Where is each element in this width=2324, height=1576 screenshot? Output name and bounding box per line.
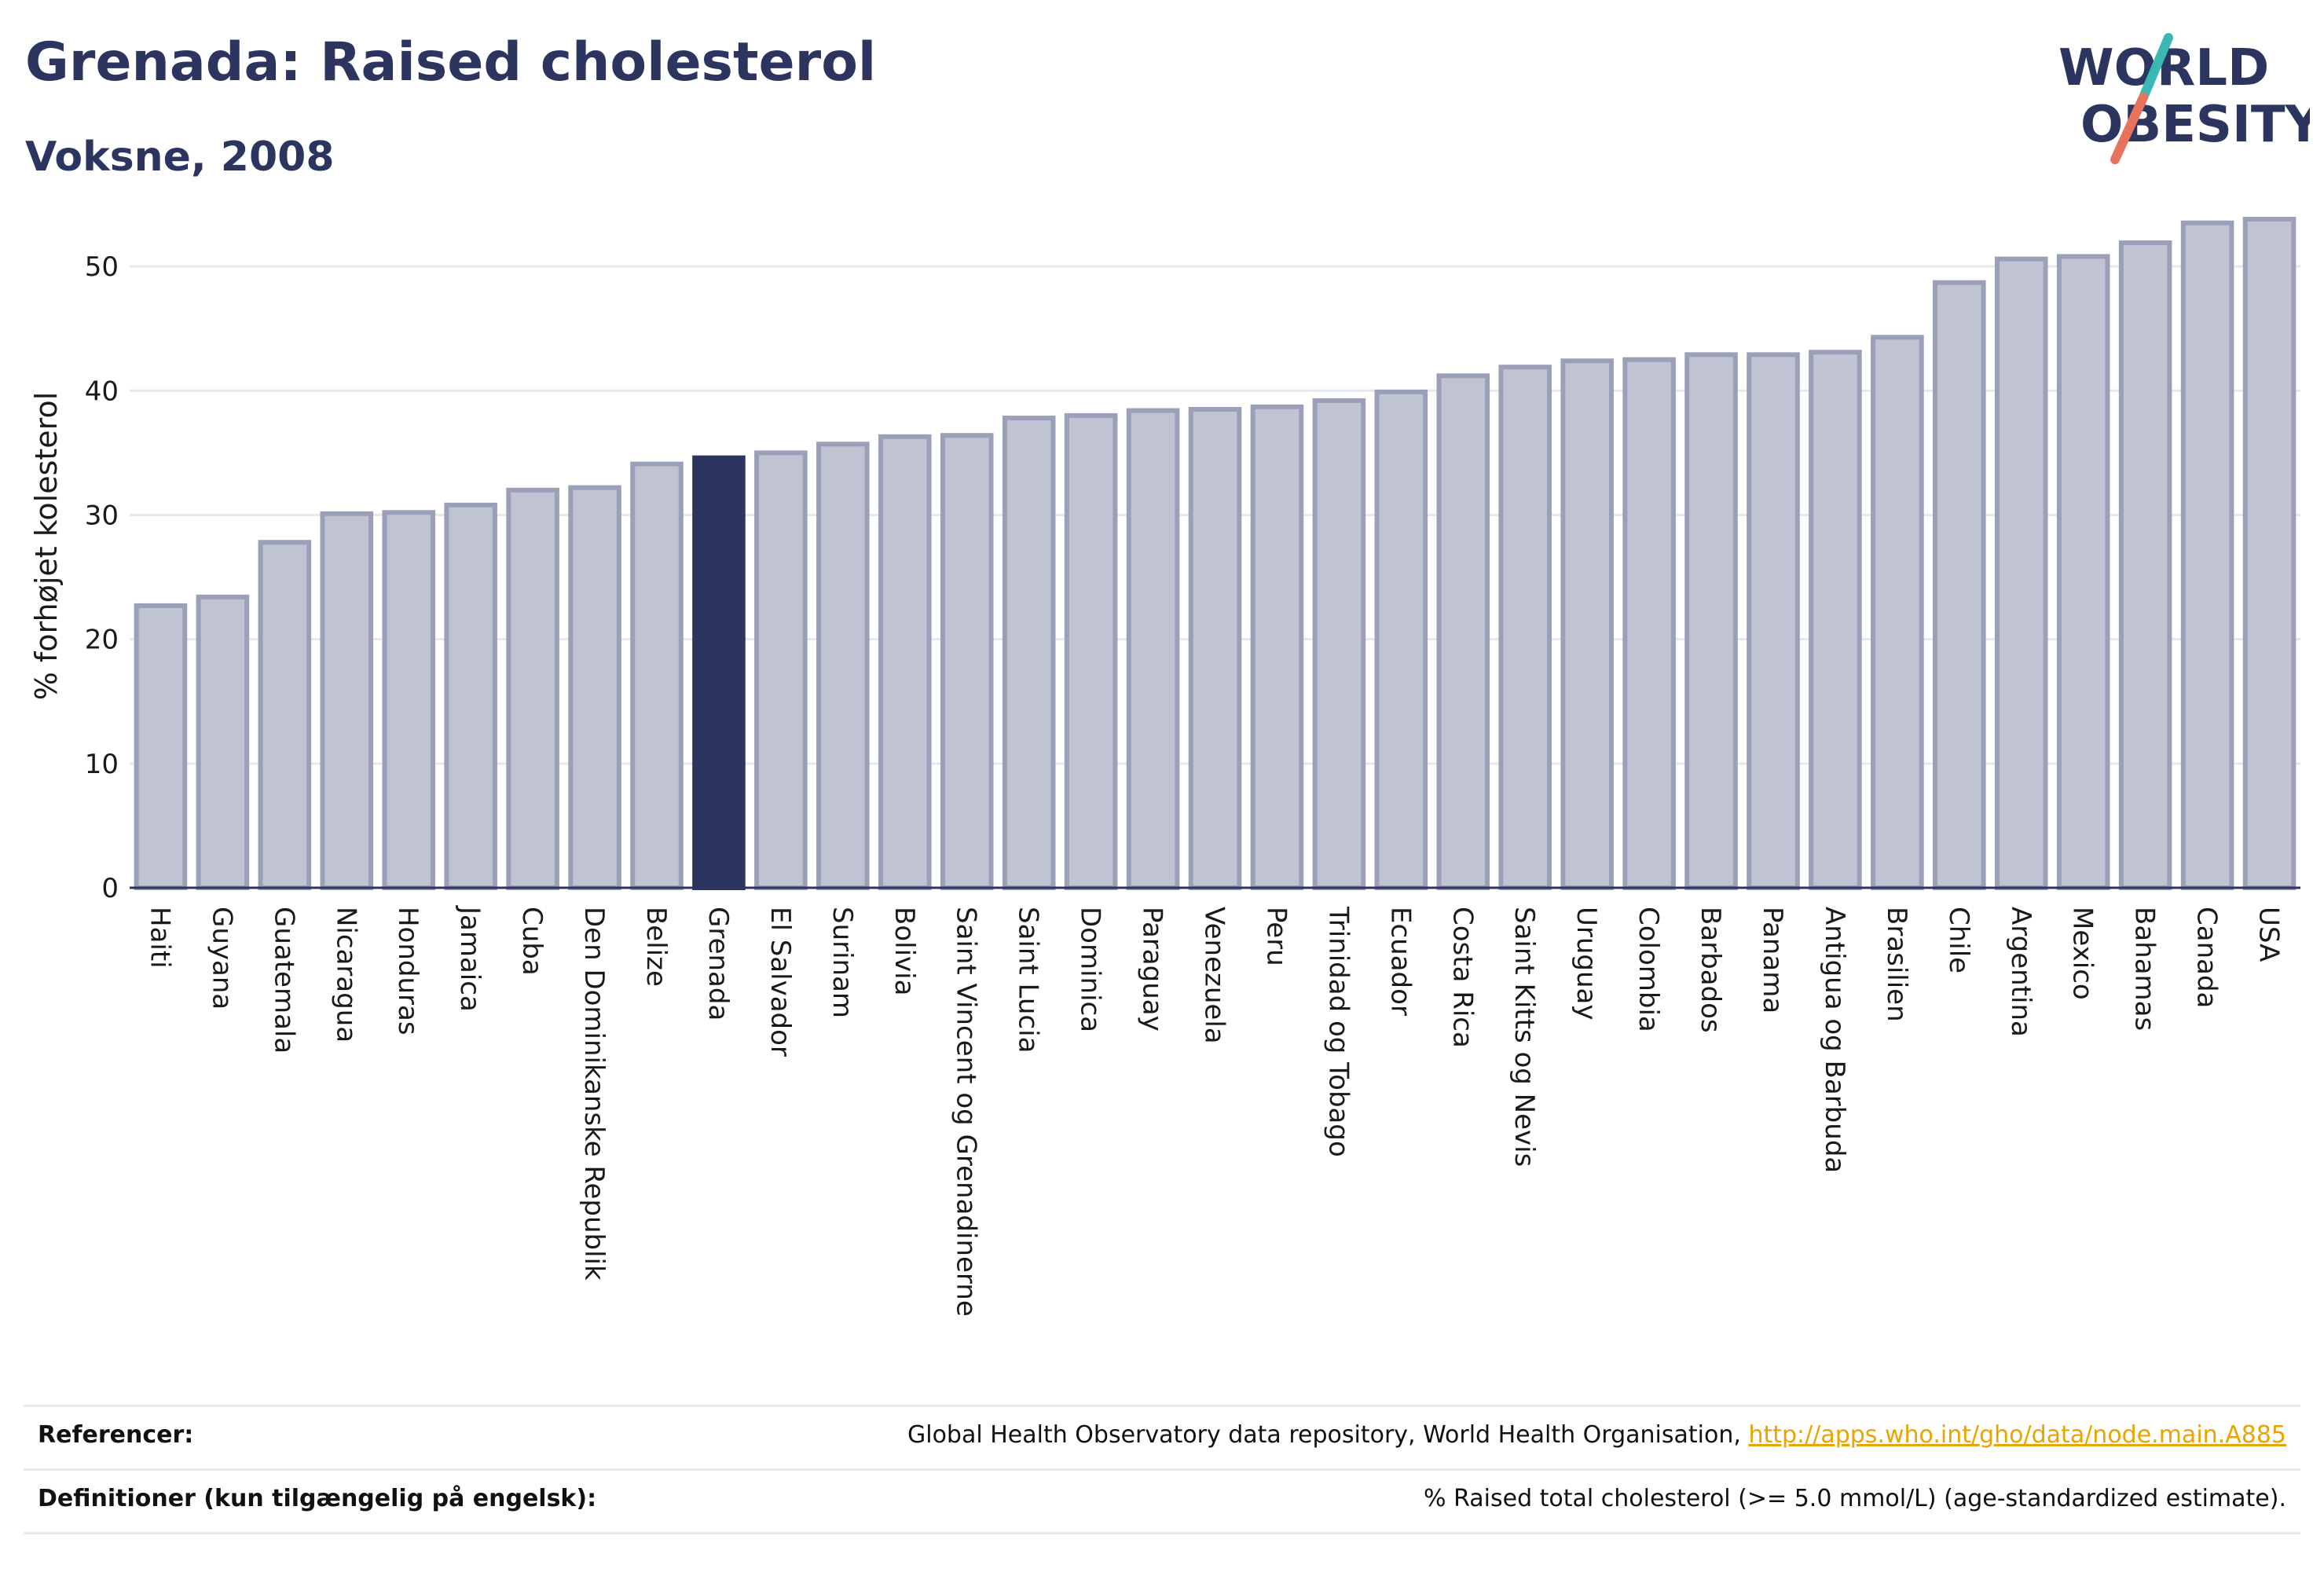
x-tick-label: Honduras <box>392 907 423 1035</box>
bar-antigua-og-barbuda <box>1809 350 1862 890</box>
bar-dominica <box>1064 412 1118 890</box>
definitions-label: Definitioner (kun tilgængelig på engelsk… <box>38 1485 597 1512</box>
bar-paraguay <box>1126 408 1180 890</box>
bar-bolivia <box>878 434 932 890</box>
chart-title: Grenada: Raised cholesterol <box>25 31 877 93</box>
x-tick-label: Saint Vincent og Grenadinerne <box>951 907 982 1317</box>
y-tick-label: 50 <box>85 251 119 283</box>
bar-bahamas <box>2118 240 2172 890</box>
bar-belize <box>630 461 684 890</box>
bar-peru <box>1250 404 1304 890</box>
x-tick-label: Argentina <box>2005 907 2036 1037</box>
bar-chart: 0 10 20 30 40 50 Haiti Guyana Guatemala Nicaragua… <box>29 216 2300 1317</box>
bar-grenada <box>692 455 746 890</box>
bar-panama <box>1747 352 1800 890</box>
bar-den-dominikanske-republik <box>568 485 621 890</box>
x-tick-label: Paraguay <box>1137 907 1168 1032</box>
bar-jamaica <box>444 502 497 890</box>
labels: 0 10 20 30 40 50 Haiti Guyana Guatemala Nicaragua… <box>29 251 2285 1317</box>
bar-surinam <box>816 442 870 890</box>
bar-guatemala <box>258 540 312 890</box>
chart-subtitle: Voksne, 2008 <box>25 134 335 181</box>
references-text: Global Health Observatory data repositor… <box>907 1421 1741 1449</box>
bar-brasilien <box>1871 335 1924 891</box>
x-tick-label: Antigua og Barbuda <box>1819 907 1850 1173</box>
x-tick-label: Uruguay <box>1571 907 1602 1021</box>
logo-slash-teal <box>2139 33 2173 102</box>
x-tick-label: Haiti <box>144 907 175 969</box>
y-tick-label: 30 <box>85 500 119 531</box>
x-tick-label: Chile <box>1943 907 1974 973</box>
x-tick-label: Saint Kitts og Nevis <box>1508 907 1540 1167</box>
x-tick-label: Venezuela <box>1199 907 1230 1044</box>
x-tick-label: Panama <box>1757 907 1788 1013</box>
references-row: Referencer: Global Health Observatory da… <box>24 1405 2300 1462</box>
bar-el-salvador <box>754 450 808 890</box>
x-tick-label: Mexico <box>2067 907 2099 1000</box>
bar-venezuela <box>1188 407 1242 890</box>
references-label: Referencer: <box>38 1421 194 1449</box>
x-tick-label: Colombia <box>1633 907 1664 1032</box>
bar-saint-lucia <box>1002 416 1056 890</box>
bar-ecuador <box>1374 389 1428 890</box>
x-tick-label: Jamaica <box>454 905 486 1012</box>
x-tick-label: Den Dominikanske Republik <box>578 907 610 1281</box>
x-tick-label: Trinidad og Tobago <box>1322 906 1354 1157</box>
x-tick-label: Brasilien <box>1881 907 1912 1022</box>
bar-canada <box>2180 220 2234 890</box>
bars <box>134 216 2297 891</box>
references-value: Global Health Observatory data repositor… <box>907 1421 2286 1449</box>
x-tick-label: Peru <box>1260 907 1292 966</box>
x-tick-label: Nicaragua <box>330 907 361 1043</box>
x-tick-label: El Salvador <box>764 907 796 1057</box>
x-tick-label: USA <box>2253 907 2285 962</box>
bar-trinidad-og-tobago <box>1312 398 1366 891</box>
bar-cuba <box>506 487 559 890</box>
x-tick-label: Dominica <box>1075 907 1106 1032</box>
definitions-value: % Raised total cholesterol (>= 5.0 mmol/… <box>1424 1485 2286 1512</box>
definitions-row: Definitioner (kun tilgængelig på engelsk… <box>24 1468 2300 1526</box>
bar-saint-vincent-og-grenadinerne <box>940 433 994 890</box>
bar-colombia <box>1622 357 1676 890</box>
x-tick-label: Saint Lucia <box>1013 907 1044 1053</box>
x-tick-label: Guyana <box>206 907 237 1010</box>
y-tick-label: 0 <box>101 873 119 904</box>
bar-saint-kitts-og-nevis <box>1498 365 1552 890</box>
bar-guyana <box>196 594 250 890</box>
x-tick-label: Surinam <box>827 907 858 1018</box>
bar-haiti <box>134 603 188 890</box>
bar-usa <box>2242 216 2297 890</box>
x-tick-label: Costa Rica <box>1446 907 1478 1048</box>
y-tick-label: 20 <box>85 625 119 656</box>
x-tick-label: Guatemala <box>268 907 299 1054</box>
bar-honduras <box>382 510 436 890</box>
bar-argentina <box>1994 256 2048 891</box>
y-tick-label: 40 <box>85 376 119 407</box>
bar-barbados <box>1684 352 1738 890</box>
x-tick-label: Belize <box>640 907 672 987</box>
logo-slash-coral <box>2110 93 2148 164</box>
x-tick-label: Bahamas <box>2129 907 2161 1031</box>
x-tick-label: Cuba <box>516 907 548 976</box>
footer-divider <box>24 1532 2300 1534</box>
bar-chile <box>1933 280 1986 890</box>
bar-uruguay <box>1560 358 1614 890</box>
references-link[interactable]: http://apps.who.int/gho/data/node.main.A… <box>1748 1421 2286 1449</box>
bar-mexico <box>2056 254 2110 891</box>
y-tick-label: 10 <box>85 749 119 780</box>
x-tick-label: Barbados <box>1695 907 1726 1033</box>
x-tick-label: Bolivia <box>889 907 920 995</box>
x-tick-label: Canada <box>2191 907 2223 1008</box>
x-tick-label: Ecuador <box>1384 907 1416 1016</box>
bar-costa-rica <box>1436 373 1490 891</box>
bar-nicaragua <box>320 511 374 890</box>
world-obesity-logo: WORLD OBESITY <box>2058 33 2310 164</box>
x-tick-label: Grenada <box>702 907 734 1021</box>
y-axis-label: % forhøjet kolesterol <box>29 392 64 701</box>
